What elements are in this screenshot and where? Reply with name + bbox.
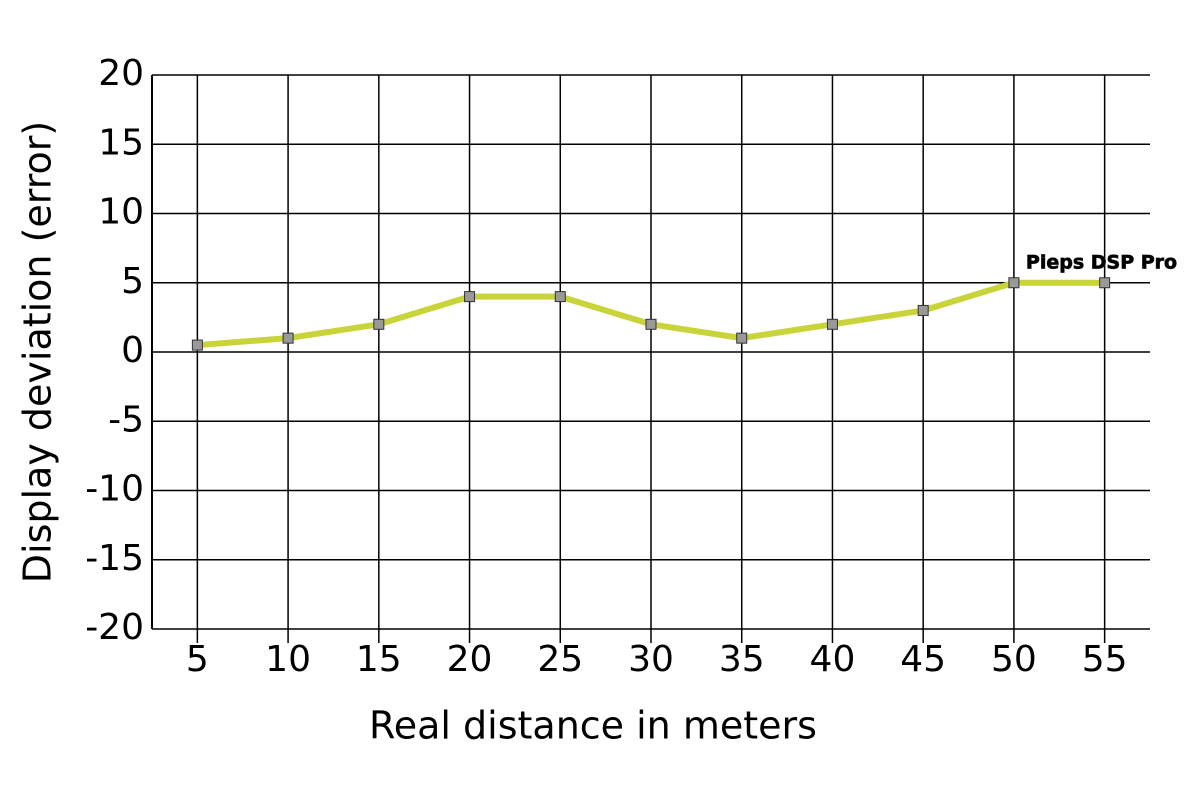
x-tick-label: 55 <box>1082 639 1128 680</box>
point-marker <box>645 318 657 330</box>
point-marker <box>1099 277 1111 289</box>
y-tick-label: 20 <box>98 53 144 94</box>
y-tick-label: 0 <box>121 330 144 371</box>
y-tick-label: 10 <box>98 192 144 233</box>
x-tick-label: 15 <box>356 639 402 680</box>
x-tick-label: 5 <box>186 639 209 680</box>
y-tick-label: -15 <box>85 538 144 579</box>
x-axis-title: Real distance in meters <box>369 704 817 748</box>
point-marker <box>917 304 929 316</box>
x-tick-label: 30 <box>628 639 674 680</box>
y-tick-label: -10 <box>85 469 144 510</box>
point-marker <box>826 318 838 330</box>
point-marker <box>282 332 294 344</box>
point-marker <box>554 291 566 303</box>
y-axis-title: Display deviation (error) <box>16 121 60 584</box>
x-tick-label: 20 <box>447 639 493 680</box>
point-marker <box>736 332 748 344</box>
point-marker <box>464 291 476 303</box>
x-tick-label: 10 <box>265 639 311 680</box>
x-tick-label: 50 <box>991 639 1037 680</box>
x-tick-label: 45 <box>900 639 946 680</box>
y-tick-label: 5 <box>121 261 144 302</box>
point-marker <box>191 339 203 351</box>
x-tick-label: 35 <box>719 639 765 680</box>
x-tick-label: 40 <box>810 639 856 680</box>
x-tick-label: 25 <box>537 639 583 680</box>
point-marker <box>1008 277 1020 289</box>
point-marker <box>373 318 385 330</box>
y-tick-label: -20 <box>85 607 144 648</box>
series-label: Pieps DSP Pro <box>1026 251 1177 273</box>
y-tick-label: -5 <box>108 399 144 440</box>
y-tick-label: 15 <box>98 122 144 163</box>
